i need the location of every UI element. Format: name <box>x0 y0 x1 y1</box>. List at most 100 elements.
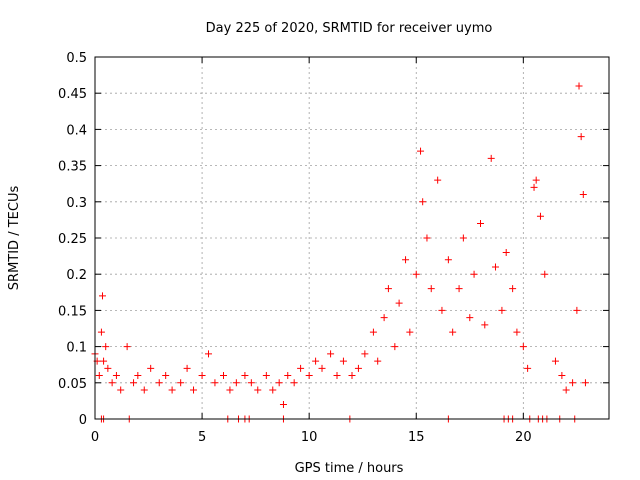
data-point <box>130 379 138 387</box>
data-point <box>558 372 566 380</box>
data-point <box>162 372 170 380</box>
data-point <box>524 364 532 372</box>
y-tick-label: 0.2 <box>66 268 87 283</box>
data-point <box>498 306 506 314</box>
plot-frame <box>94 56 610 420</box>
data-point <box>519 343 527 351</box>
data-point <box>104 364 112 372</box>
data-point <box>211 379 219 387</box>
data-point <box>190 386 198 394</box>
y-tick-label: 0.05 <box>58 377 87 392</box>
data-point <box>333 372 341 380</box>
data-point <box>369 328 377 336</box>
data-point <box>573 306 581 314</box>
data-point <box>444 256 452 264</box>
data-point <box>470 270 478 278</box>
data-point <box>384 285 392 293</box>
data-point <box>412 270 420 278</box>
data-point <box>269 386 277 394</box>
x-tick-label: 0 <box>91 430 99 445</box>
data-point <box>232 379 240 387</box>
data-point <box>198 372 206 380</box>
data-point <box>254 386 262 394</box>
data-point <box>102 343 110 351</box>
data-point <box>108 379 116 387</box>
data-point <box>305 372 313 380</box>
axis-ticks: 0 0.05 0.1 0.15 0.2 0.25 0.3 0.35 0.4 0.45 0.5 0 5 10… <box>58 51 609 445</box>
data-point <box>262 372 270 380</box>
data-point <box>312 357 320 365</box>
data-point <box>284 372 292 380</box>
data-point <box>117 386 125 394</box>
data-point <box>205 350 213 358</box>
chart-title: Day 225 of 2020, SRMTID for receiver uym… <box>206 21 493 36</box>
data-point <box>98 292 106 300</box>
data-point <box>438 306 446 314</box>
x-tick-label: 10 <box>301 430 318 445</box>
data-point <box>123 343 131 351</box>
data-point <box>487 154 495 162</box>
y-tick-label: 0.15 <box>58 304 87 319</box>
data-point <box>247 379 255 387</box>
data-point <box>177 379 185 387</box>
data-point <box>502 248 510 256</box>
y-tick-label: 0.3 <box>66 196 87 211</box>
data-point <box>318 364 326 372</box>
y-tick-label: 0.5 <box>66 51 87 66</box>
data-point <box>140 386 148 394</box>
data-point <box>279 401 287 409</box>
data-point <box>100 357 108 365</box>
y-tick-label: 0.25 <box>58 232 87 247</box>
data-point <box>466 314 474 322</box>
data-point <box>402 256 410 264</box>
data-point <box>562 386 570 394</box>
data-point <box>168 386 176 394</box>
data-point <box>449 328 457 336</box>
data-point <box>427 285 435 293</box>
data-point <box>434 176 442 184</box>
y-tick-label: 0.45 <box>58 87 87 102</box>
data-point <box>361 350 369 358</box>
data-point <box>241 372 249 380</box>
x-tick-label: 5 <box>198 430 206 445</box>
data-point <box>481 321 489 329</box>
data-point <box>532 176 540 184</box>
data-point <box>477 220 484 228</box>
data-point <box>275 379 283 387</box>
data-point <box>419 198 427 206</box>
x-tick-label: 15 <box>408 430 425 445</box>
data-point <box>395 299 403 307</box>
data-point <box>581 379 589 387</box>
data-point <box>579 191 587 199</box>
data-point <box>491 263 499 271</box>
data-point <box>112 372 120 380</box>
data-point <box>575 82 583 90</box>
data-point <box>406 328 414 336</box>
grid <box>95 57 609 419</box>
data-point <box>134 372 142 380</box>
data-point <box>569 379 577 387</box>
data-point <box>380 314 388 322</box>
data-point <box>455 285 463 293</box>
data-point <box>183 364 191 372</box>
y-tick-label: 0 <box>79 413 87 428</box>
data-point <box>290 379 298 387</box>
data-point <box>459 234 467 242</box>
data-point <box>536 212 544 220</box>
x-axis-label: GPS time / hours <box>295 461 404 476</box>
data-point <box>374 357 382 365</box>
data-point <box>95 372 103 380</box>
y-axis-label: SRMTID / TECUs <box>7 186 22 291</box>
data-point <box>348 372 356 380</box>
data-point <box>226 386 234 394</box>
data-point <box>530 183 538 191</box>
data-point <box>391 343 399 351</box>
y-tick-label: 0.35 <box>58 160 87 175</box>
data-point <box>147 364 155 372</box>
data-points <box>91 82 589 423</box>
data-point <box>327 350 335 358</box>
data-point <box>220 372 227 380</box>
y-tick-label: 0.1 <box>66 341 87 356</box>
data-point <box>97 328 105 336</box>
